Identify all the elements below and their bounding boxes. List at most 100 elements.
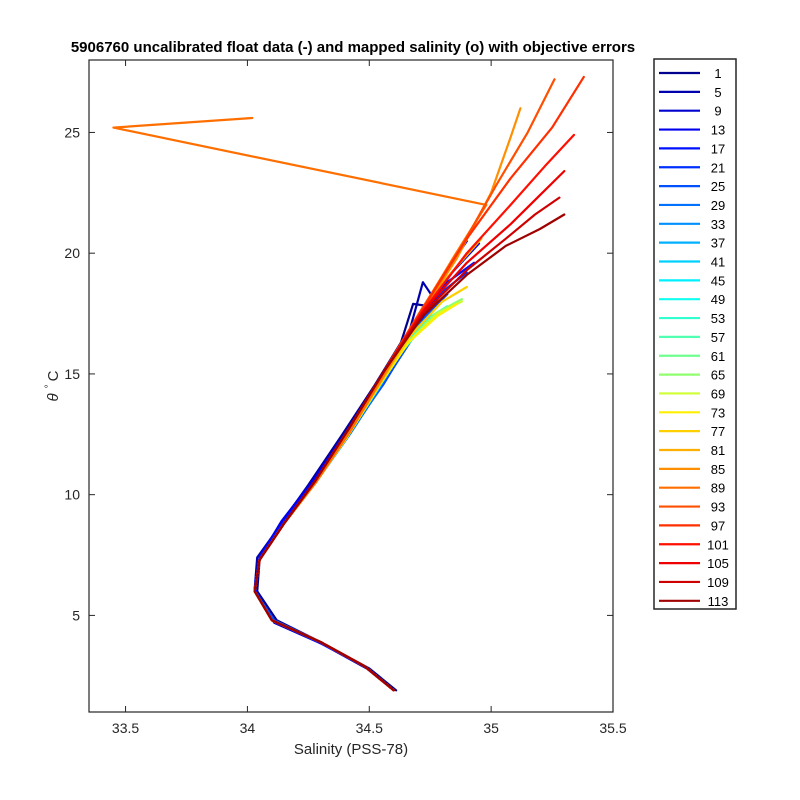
series-line-53 xyxy=(253,305,454,692)
legend-entry: 69 xyxy=(659,386,725,401)
legend-entry: 53 xyxy=(659,311,725,326)
legend-label: 17 xyxy=(711,141,725,156)
x-axis-ticks: 33.5 34 34.5 35 35.5 xyxy=(112,60,627,736)
legend-entry: 5 xyxy=(659,85,722,100)
series-line-69 xyxy=(253,300,463,692)
legend-label: 97 xyxy=(711,518,725,533)
legend-entry: 73 xyxy=(659,405,725,420)
y-tick-label: 15 xyxy=(64,366,80,382)
legend-entry: 101 xyxy=(659,537,729,552)
legend-entry: 93 xyxy=(659,500,725,515)
x-tick-label: 35 xyxy=(483,720,499,736)
legend-label: 37 xyxy=(711,236,725,251)
legend-label: 81 xyxy=(711,443,725,458)
legend-entry: 9 xyxy=(659,104,722,119)
series-line-89 xyxy=(112,116,488,692)
series-line-65 xyxy=(253,298,463,692)
x-tick-label: 34 xyxy=(240,720,256,736)
series-line-101 xyxy=(253,133,576,692)
legend-label: 109 xyxy=(707,575,729,590)
x-tick-label: 34.5 xyxy=(356,720,383,736)
legend-label: 21 xyxy=(711,160,725,175)
legend-entry: 1 xyxy=(659,66,722,81)
legend-label: 41 xyxy=(711,255,725,270)
y-tick-label: 20 xyxy=(64,245,80,261)
series-line-37 xyxy=(253,322,424,692)
series-line-1 xyxy=(256,302,432,692)
series-line-113 xyxy=(253,213,566,692)
legend-label: 89 xyxy=(711,481,725,496)
legend-label: 113 xyxy=(708,594,729,609)
legend-label: 69 xyxy=(711,386,725,401)
legend-entry: 21 xyxy=(659,160,725,175)
series-line-85 xyxy=(253,107,522,692)
legend-entry: 97 xyxy=(659,518,725,533)
legend-entry: 57 xyxy=(659,330,725,345)
legend-entry: 113 xyxy=(659,594,728,609)
legend-label: 33 xyxy=(711,217,725,232)
y-axis-label-symbol: θ xyxy=(45,393,62,401)
legend-label: 85 xyxy=(711,462,725,477)
legend-entry: 85 xyxy=(659,462,725,477)
legend-entry: 109 xyxy=(659,575,729,590)
chart-title: 5906760 uncalibrated float data (-) and … xyxy=(71,39,635,56)
legend-label: 101 xyxy=(707,537,729,552)
plot-frame xyxy=(88,59,614,713)
y-tick-label: 5 xyxy=(72,607,80,623)
series-line-41 xyxy=(253,314,434,692)
legend-entry: 17 xyxy=(659,141,725,156)
legend-label: 9 xyxy=(714,104,721,119)
series-line-109 xyxy=(253,196,561,692)
series-line-97 xyxy=(253,75,585,692)
legend-label: 77 xyxy=(711,424,725,439)
series-line-93 xyxy=(253,78,556,692)
legend-entry: 25 xyxy=(659,179,725,194)
series-line-73 xyxy=(253,302,459,692)
legend-items: 1 5 9 13 17 21 25 29 33 37 41 45 49 53 57 61 65 69 73 77 81 8… xyxy=(659,66,729,609)
legend-label: 61 xyxy=(711,349,725,364)
legend-label: 45 xyxy=(711,273,725,288)
legend-label: 25 xyxy=(711,179,725,194)
legend-label: 93 xyxy=(711,500,725,515)
legend-entry: 45 xyxy=(659,273,725,288)
legend-entry: 81 xyxy=(659,443,725,458)
legend-label: 57 xyxy=(711,330,725,345)
series-layer xyxy=(112,75,585,692)
series-line-77 xyxy=(253,285,468,692)
legend-label: 105 xyxy=(707,556,729,571)
y-tick-label: 25 xyxy=(64,124,80,140)
series-line-57 xyxy=(253,302,456,692)
x-axis-label: Salinity (PSS-78) xyxy=(294,741,408,758)
x-tick-label: 35.5 xyxy=(599,720,626,736)
series-line-61 xyxy=(253,300,461,692)
plot-area: 33.5 34 34.5 35 35.5 5 10 15 20 25 xyxy=(64,59,627,736)
y-axis-label: θ ° C xyxy=(44,370,62,401)
legend-label: 73 xyxy=(711,405,725,420)
legend-entry: 105 xyxy=(659,556,729,571)
legend: 1 5 9 13 17 21 25 29 33 37 41 45 49 53 57 61 65 69 73 77 81 8… xyxy=(653,58,737,610)
series-line-49 xyxy=(253,305,449,692)
legend-label: 49 xyxy=(711,292,725,307)
legend-entry: 37 xyxy=(659,236,725,251)
legend-label: 29 xyxy=(711,198,725,213)
legend-label: 13 xyxy=(711,123,725,138)
legend-entry: 77 xyxy=(659,424,725,439)
series-line-29 xyxy=(253,310,434,692)
y-axis-label-unit: C xyxy=(45,370,62,381)
legend-entry: 41 xyxy=(659,255,725,270)
y-axis-label-degree: ° xyxy=(44,384,55,388)
y-tick-label: 10 xyxy=(64,487,80,503)
series-line-105 xyxy=(253,170,566,692)
legend-entry: 61 xyxy=(659,349,725,364)
series-line-45 xyxy=(253,310,444,692)
series-line-33 xyxy=(253,324,420,692)
legend-entry: 65 xyxy=(659,368,725,383)
y-axis-ticks: 5 10 15 20 25 xyxy=(64,124,613,623)
legend-entry: 33 xyxy=(659,217,725,232)
x-tick-label: 33.5 xyxy=(112,720,139,736)
series-line-25 xyxy=(253,293,449,692)
legend-entry: 29 xyxy=(659,198,725,213)
legend-label: 53 xyxy=(711,311,725,326)
legend-entry: 13 xyxy=(659,123,725,138)
